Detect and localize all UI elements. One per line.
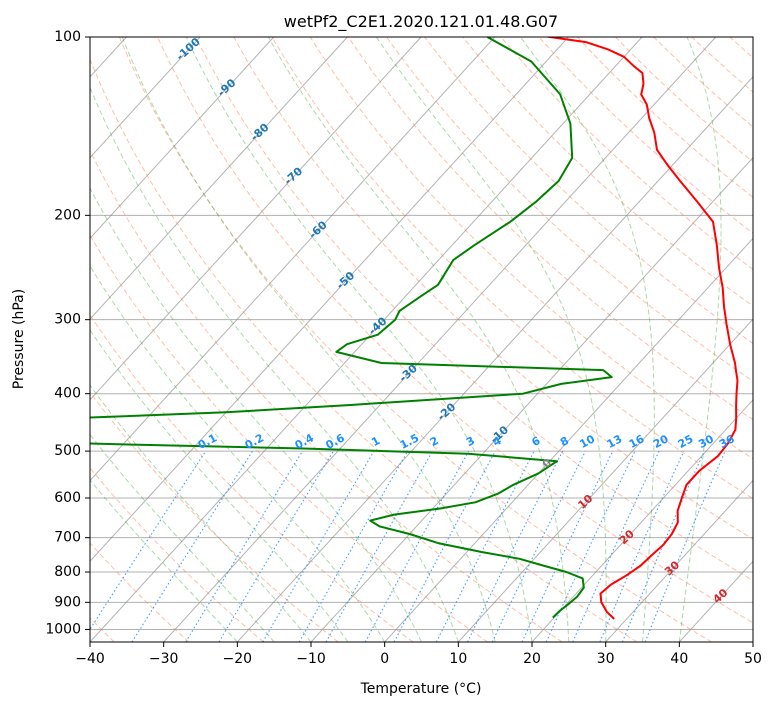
mixing-ratio-label: 20 xyxy=(651,432,671,451)
mixing-ratio-line xyxy=(325,450,433,642)
x-tick-label: −30 xyxy=(149,651,179,667)
mixing-ratio-line xyxy=(185,450,304,642)
moist-adiabat-line xyxy=(678,37,722,642)
moist-adiabat-line xyxy=(90,329,349,642)
mixing-ratio-line xyxy=(90,450,207,631)
isotherm-line xyxy=(236,76,753,642)
moist-adiabat-line xyxy=(375,37,607,642)
mixing-ratio-line xyxy=(467,450,564,642)
mixing-ratio-line xyxy=(644,450,726,642)
dry-adiabat-line xyxy=(271,37,753,500)
moist-adiabat-line xyxy=(90,433,275,642)
chart-title: wetPf2_C2E1.2020.121.01.48.G07 xyxy=(284,12,558,32)
moist-adiabat-line xyxy=(90,187,422,642)
y-tick-label: 900 xyxy=(54,594,81,610)
y-tick-label: 700 xyxy=(54,530,81,546)
axes: −40 −30 −20 −10 0 10 20 30 40 50 100 200 300 400 500 60… xyxy=(45,29,762,667)
moist-adiabat-line xyxy=(90,264,386,642)
plot-frame xyxy=(89,36,754,643)
dry-adiabat-line xyxy=(309,37,753,460)
isotherm-line xyxy=(90,37,348,320)
dry-adiabat-line xyxy=(386,37,753,382)
mixing-ratio-line xyxy=(599,450,685,642)
moist-adiabat-line xyxy=(90,479,238,642)
y-tick-label: 500 xyxy=(54,443,81,459)
dry-adiabat-line xyxy=(90,149,563,642)
isotherm-line xyxy=(90,37,569,563)
mixing-ratio-label: 10 xyxy=(577,432,597,451)
y-tick-label: 100 xyxy=(54,29,81,45)
x-tick-label: 40 xyxy=(670,651,688,667)
moist-adiabat-line xyxy=(90,86,459,642)
x-tick-label: −20 xyxy=(223,651,253,667)
x-tick-label: −10 xyxy=(296,651,326,667)
isotherm-line xyxy=(163,37,717,642)
isotherm-line xyxy=(384,237,753,642)
isotherm-line xyxy=(457,318,753,642)
isotherm-line xyxy=(605,479,753,642)
dewpoint-profile-line xyxy=(90,37,613,619)
x-tick-label: 30 xyxy=(597,651,615,667)
isotherm-line xyxy=(90,37,201,159)
mixing-ratio-line xyxy=(572,450,660,642)
dry-adiabat-line xyxy=(90,58,638,642)
dry-adiabat-line xyxy=(157,37,753,624)
isotherm-line xyxy=(90,37,496,482)
x-tick-label: 10 xyxy=(449,651,467,667)
x-tick-label: −40 xyxy=(75,651,105,667)
y-tick-label: 1000 xyxy=(45,621,81,637)
mixing-ratio-line xyxy=(393,450,496,642)
moist-adiabat-line xyxy=(267,37,570,642)
x-tick-label: 0 xyxy=(380,651,389,667)
isotherm-line xyxy=(90,37,422,401)
y-tick-label: 300 xyxy=(54,312,81,328)
dry-adiabat-line xyxy=(424,37,753,344)
y-tick-label: 800 xyxy=(54,564,81,580)
isotherm-line xyxy=(90,37,275,240)
moist-adiabat-line xyxy=(519,37,655,642)
isotherm-line xyxy=(90,37,643,642)
dry-adiabat-line xyxy=(195,37,753,582)
y-tick-label: 200 xyxy=(54,207,81,223)
mixing-ratio-line xyxy=(364,450,470,642)
x-tick-label: 20 xyxy=(523,651,541,667)
moist-adiabat-line xyxy=(121,37,496,642)
x-tick-label: 50 xyxy=(744,651,762,667)
y-tick-label: 400 xyxy=(54,386,81,402)
y-axis-label: Pressure (hPa) xyxy=(11,289,27,389)
temperature-profile-line xyxy=(543,37,739,620)
mixing-ratio-label: 30 xyxy=(696,432,716,451)
mixing-ratio-label: 25 xyxy=(676,432,696,451)
dry-adiabat-line xyxy=(118,37,712,642)
x-axis-label: Temperature (°C) xyxy=(360,681,482,697)
dry-adiabat-line xyxy=(233,37,753,540)
mixing-ratio-line xyxy=(621,450,705,642)
y-tick-label: 600 xyxy=(54,490,81,506)
mixing-ratio-line xyxy=(131,450,254,642)
moist-adiabat-line xyxy=(185,37,533,642)
mixing-ratio-label: 16 xyxy=(627,432,647,451)
mixing-ratio-label: 13 xyxy=(605,432,625,451)
mixing-ratio-label: 36 xyxy=(717,432,737,451)
plot-area xyxy=(90,37,753,642)
isotherm-line xyxy=(531,399,753,642)
